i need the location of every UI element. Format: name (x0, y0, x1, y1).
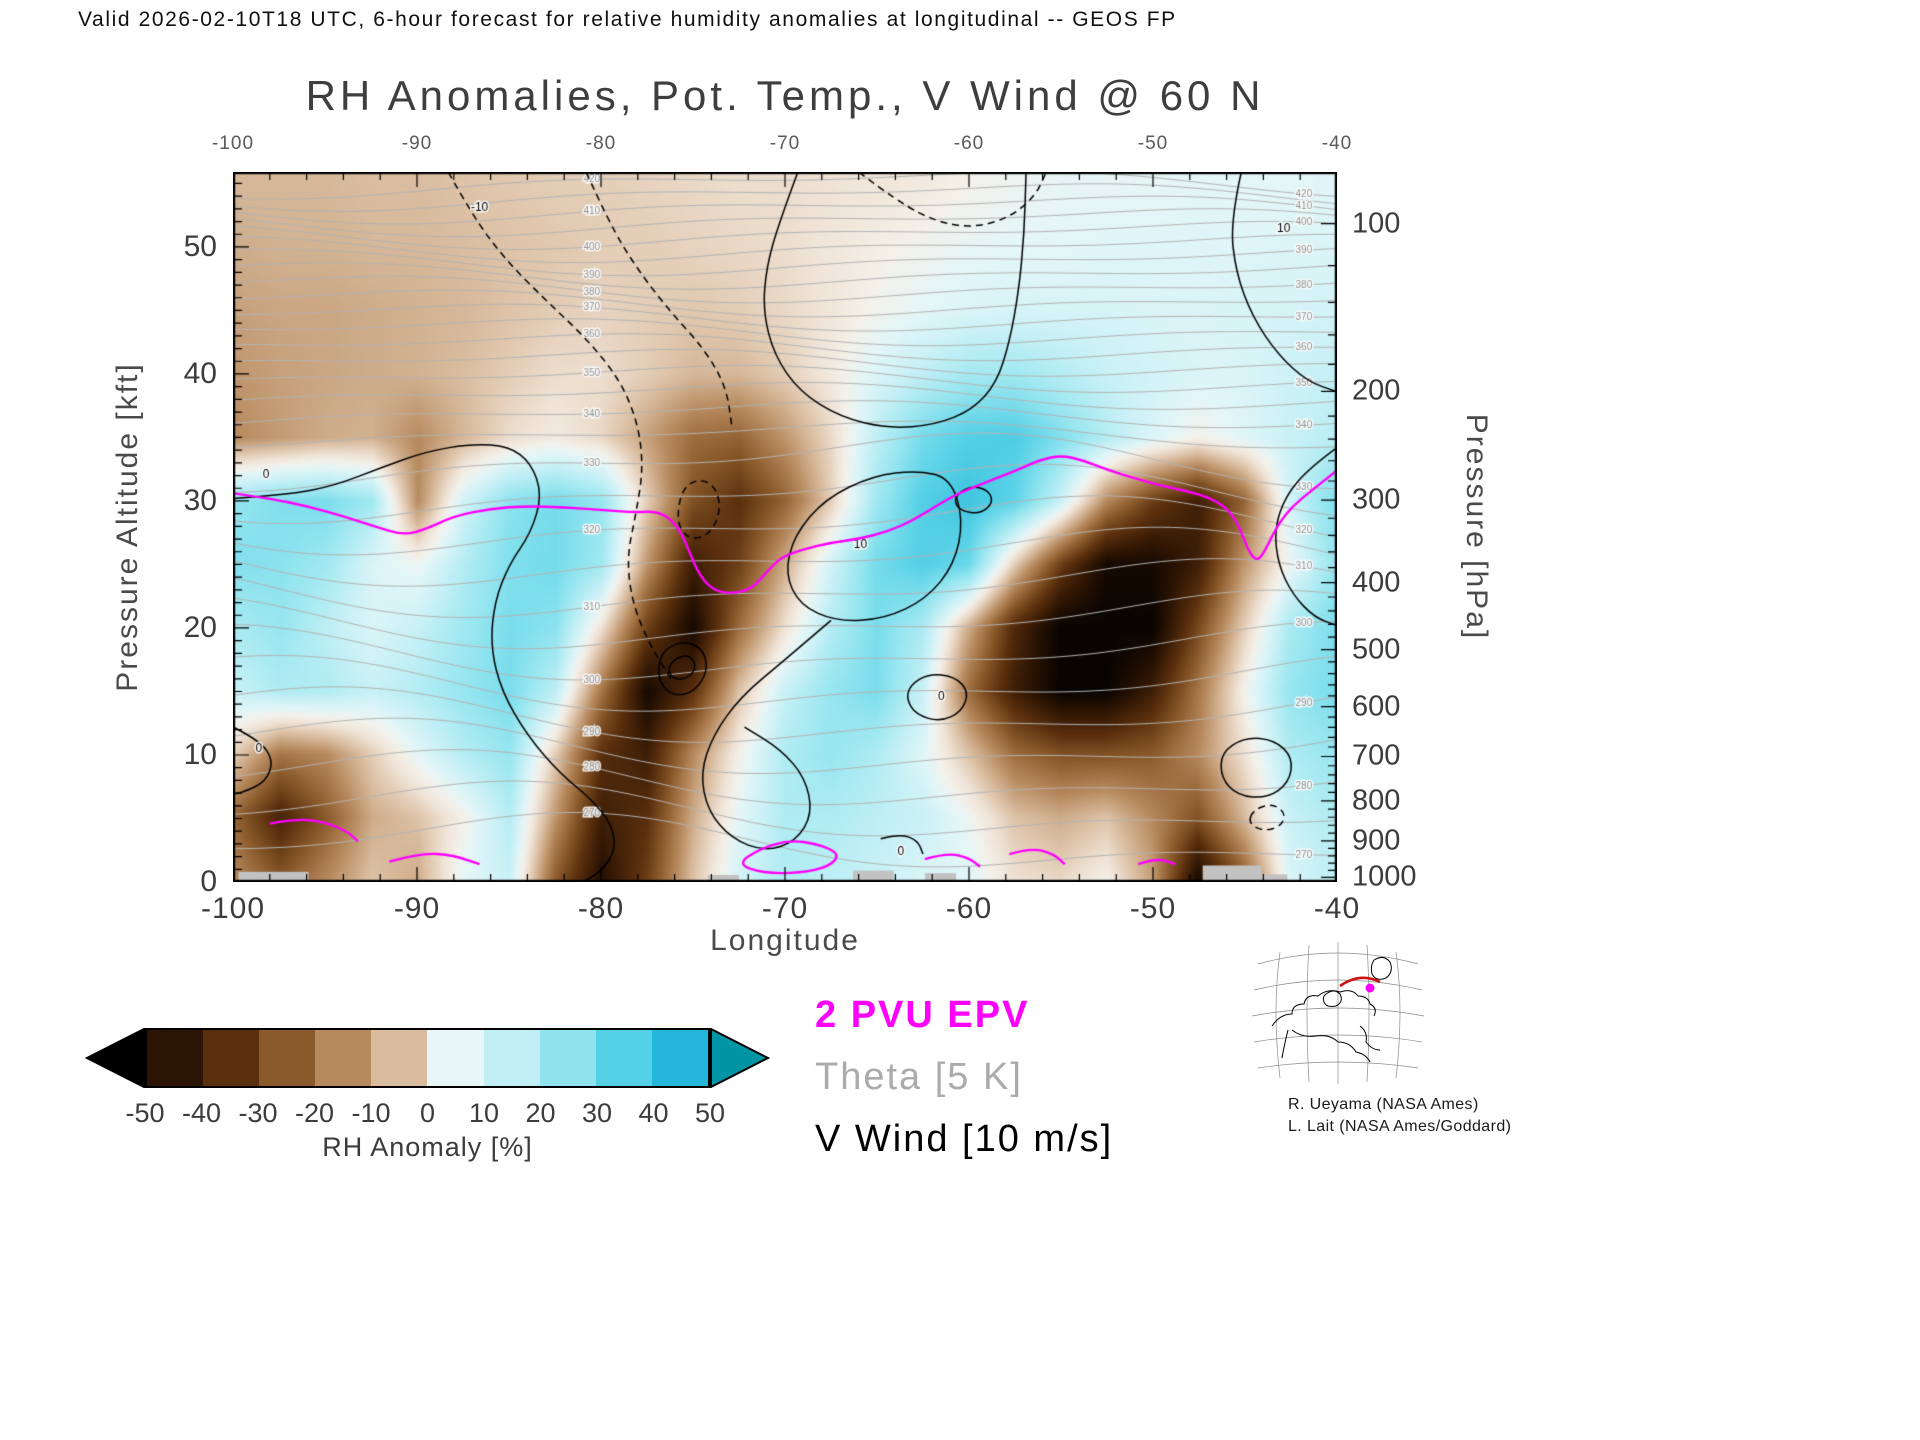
axis-tick-label: -40 (1321, 133, 1353, 154)
axis-tick-label: 40 (183, 356, 217, 390)
map-highlight-arc (1339, 976, 1381, 988)
y-axis-left-tick-labels: 0 10 20 30 40 50 (145, 172, 217, 898)
axis-tick-label: -80 (585, 133, 617, 154)
legend-theta: Theta [5 K] (815, 1056, 1023, 1098)
x-axis-bottom-tick-labels: -100 -90 -80 -70 -60 -50 -40 (201, 892, 1359, 926)
colorbar-tick-labels: -50 -40 -30 -20 -10 0 10 20 30 40 50 (125, 1098, 725, 1130)
axis-tick-label: 700 (1352, 739, 1401, 772)
axis-tick-label: 100 (1352, 207, 1401, 240)
colorbar-tick-label: 40 (638, 1098, 669, 1128)
colorbar-under-arrow (85, 1028, 145, 1088)
axis-tick-label: 600 (1352, 690, 1401, 723)
axis-tick-label: 20 (183, 610, 217, 644)
colorbar-segment (259, 1030, 316, 1086)
credit-line-1: R. Ueyama (NASA Ames) (1288, 1096, 1479, 1113)
map-graticule (1251, 942, 1425, 1084)
colorbar-segment (483, 1030, 540, 1086)
axis-tick-label: 200 (1352, 374, 1401, 407)
y-axis-right-tick-labels: 100 200 300 400 500 600 700 800 900 1000 (1352, 172, 1448, 893)
map-coastline (1271, 956, 1392, 1063)
legend: 2 PVU EPV Theta [5 K] V Wind [10 m/s] (815, 984, 1113, 1170)
colorbar-tick-label: 20 (525, 1098, 556, 1128)
colorbar-tick-label: -30 (238, 1098, 278, 1128)
y-axis-right-title: Pressure [hPa] (1460, 413, 1493, 641)
colorbar-tick-label: 0 (419, 1098, 436, 1128)
axis-tick-label: -80 (577, 892, 625, 925)
colorbar-tick-label: 50 (694, 1098, 726, 1128)
colorbar-segment (371, 1030, 428, 1086)
axis-tick-label: 800 (1352, 784, 1401, 817)
axis-tick-label: -70 (769, 133, 801, 154)
axis-tick-label: 1000 (1352, 860, 1417, 893)
colorbar-segment (203, 1030, 260, 1086)
colorbar-segment (315, 1030, 372, 1086)
colorbar-tick-label: -40 (181, 1098, 222, 1128)
colorbar-segment (427, 1030, 484, 1086)
colorbar-tick-label: -10 (351, 1098, 391, 1128)
credits: R. Ueyama (NASA Ames) L. Lait (NASA Ames… (1288, 1094, 1511, 1138)
axis-tick-label: -70 (761, 892, 809, 925)
axis-tick-label: 900 (1352, 824, 1401, 857)
colorbar-segment (539, 1030, 596, 1086)
cross-section-plot (233, 172, 1337, 882)
axis-tick-label: 10 (183, 737, 217, 771)
x-axis-title: Longitude (710, 924, 860, 957)
legend-pvu-epv: 2 PVU EPV (815, 994, 1030, 1036)
colorbar-tick-label: 10 (468, 1098, 500, 1128)
legend-v-wind: V Wind [10 m/s] (815, 1118, 1114, 1160)
axis-tick-label: -50 (1129, 892, 1177, 925)
axis-tick-label: -100 (200, 892, 266, 925)
axis-tick-label: -50 (1137, 133, 1169, 154)
forecast-valid-header: Valid 2026-02-10T18 UTC, 6-hour forecast… (78, 8, 1177, 31)
colorbar (85, 1028, 770, 1088)
axis-tick-label: 30 (183, 483, 217, 517)
colorbar-title: RH Anomaly [%] (322, 1132, 533, 1162)
colorbar-segment (651, 1030, 708, 1086)
plot-canvas (233, 172, 1337, 882)
map-inset (1251, 942, 1425, 1084)
axis-tick-label: 50 (183, 229, 217, 263)
axis-tick-label: -60 (953, 133, 985, 154)
axis-tick-label: -90 (393, 892, 441, 925)
map-location-marker (1365, 983, 1375, 993)
axis-tick-label: -60 (945, 892, 993, 925)
colorbar-tick-label: 30 (581, 1098, 613, 1128)
axis-tick-label: -100 (211, 133, 255, 154)
axis-tick-label: 300 (1352, 483, 1401, 516)
axis-tick-label: 500 (1352, 633, 1401, 666)
page-title: RH Anomalies, Pot. Temp., V Wind @ 60 N (305, 72, 1265, 119)
axis-tick-label: -90 (401, 133, 433, 154)
x-axis-top-tick-labels: -100 -90 -80 -70 -60 -50 -40 (212, 133, 1351, 157)
colorbar-tick-label: -50 (125, 1098, 165, 1128)
colorbar-segment (147, 1030, 204, 1086)
axis-tick-label: 0 (200, 865, 217, 898)
credit-line-2: L. Lait (NASA Ames/Goddard) (1288, 1118, 1512, 1135)
axis-tick-label: -40 (1313, 892, 1361, 925)
axis-tick-label: 400 (1352, 566, 1401, 599)
colorbar-over-arrow (710, 1028, 770, 1088)
colorbar-segments (145, 1028, 710, 1088)
colorbar-segment (595, 1030, 652, 1086)
y-axis-left-title: Pressure Altitude [kft] (111, 362, 144, 692)
colorbar-tick-label: -20 (294, 1098, 335, 1128)
